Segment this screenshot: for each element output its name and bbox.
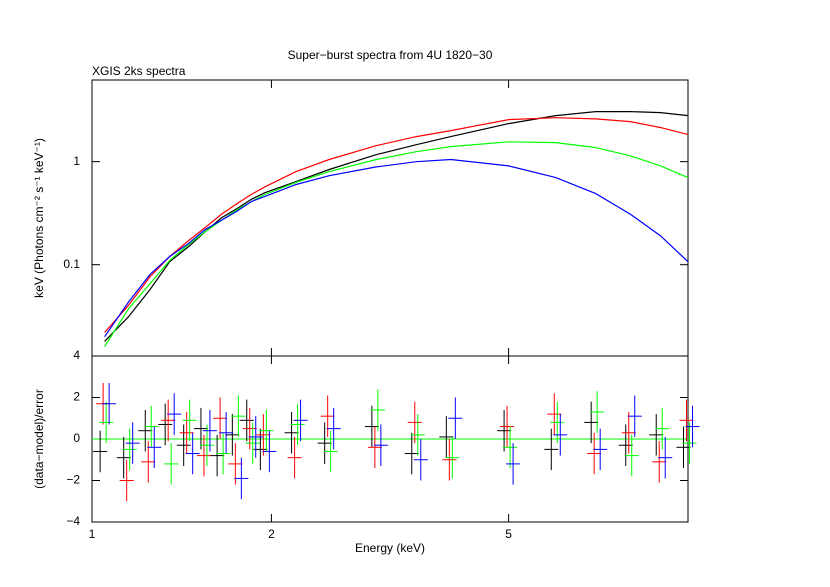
plot-frame bbox=[91, 79, 689, 357]
x-tick-label: 1 bbox=[89, 527, 96, 541]
y-tick-label: 0.1 bbox=[63, 257, 80, 271]
x-axis-label: Energy (keV) bbox=[355, 541, 425, 555]
y-tick-label: 0 bbox=[73, 431, 80, 445]
x-tick-label: 2 bbox=[268, 527, 275, 541]
y-axis-label: keV (Photons cm⁻² s⁻¹ keV⁻¹) bbox=[32, 138, 46, 298]
spectrum-line bbox=[104, 110, 689, 342]
y-tick-label: 4 bbox=[73, 348, 80, 362]
y-tick-label: 2 bbox=[73, 390, 80, 404]
x-tick-label: 5 bbox=[505, 527, 512, 541]
chart-subtitle: XGIS 2ks spectra bbox=[92, 64, 186, 78]
spectrum-line bbox=[104, 158, 689, 338]
y-tick-label: −4 bbox=[66, 514, 80, 528]
chart-title: Super−burst spectra from 4U 1820−30 bbox=[288, 48, 493, 62]
y-axis-label: (data−model)/error bbox=[32, 389, 46, 489]
y-tick-label: 1 bbox=[73, 154, 80, 168]
spectrum-line bbox=[104, 141, 689, 348]
y-tick-label: −2 bbox=[66, 473, 80, 487]
spectrum-line bbox=[104, 117, 689, 333]
